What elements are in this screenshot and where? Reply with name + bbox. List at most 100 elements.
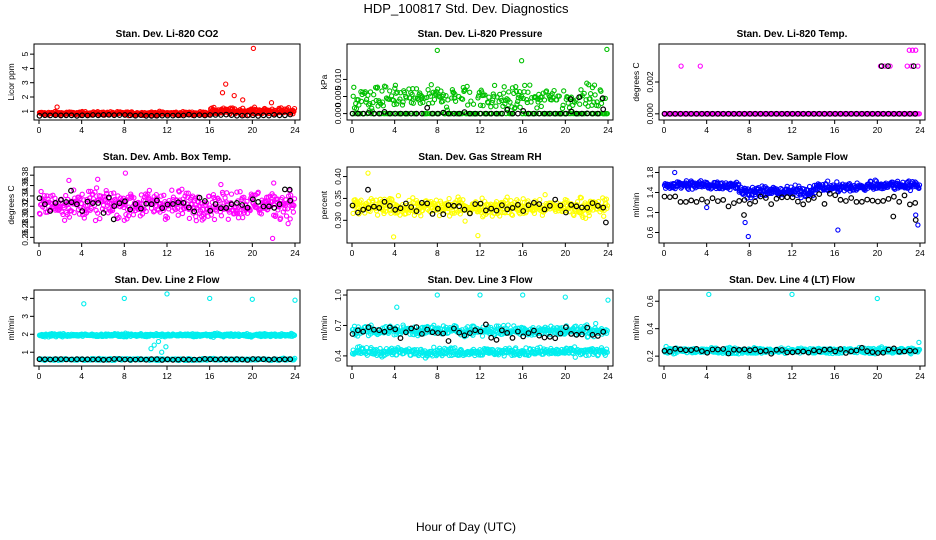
data-point [235,215,242,221]
data-point [392,82,399,88]
data-point [258,211,265,217]
data-point [282,206,288,212]
x-tick-label: 24 [290,248,300,258]
y-tick-label: 0.4 [645,323,655,335]
data-point [424,104,431,111]
data-point [397,96,403,102]
data-point [196,194,203,201]
data-point [271,111,278,118]
data-point [465,102,471,108]
data-point [405,110,411,117]
data-point [580,214,586,220]
data-point [672,110,679,117]
x-tick-label: 20 [248,125,258,135]
data-point [175,212,181,218]
y-tick-label: 1.4 [645,186,655,198]
y-tick-label: 0.40 [333,168,343,185]
data-point [164,291,170,297]
data-point [806,183,813,190]
data-point [434,47,440,54]
data-point [370,198,376,204]
y-tick-label: 0.7 [333,319,343,331]
data-point [800,201,807,208]
data-point [564,197,570,204]
data-point [79,191,85,197]
data-point [111,190,117,196]
data-point [420,99,426,106]
y-axis-label: kPa [319,74,329,89]
data-point [477,328,484,335]
data-point [365,205,372,212]
x-tick-label: 0 [662,125,667,135]
x-tick-label: 12 [162,371,172,381]
data-point [456,110,463,117]
x-tick-label: 20 [248,248,258,258]
x-tick-label: 12 [787,125,797,135]
data-point [475,232,481,239]
data-point [376,204,383,211]
data-point [89,356,96,363]
data-point [504,330,511,336]
data-point [223,204,230,211]
data-point [225,216,231,222]
data-point [148,201,155,208]
data-point [500,90,507,96]
data-point [390,234,397,240]
data-point [379,88,385,94]
data-point [551,87,557,94]
data-point [191,356,198,363]
data-point [239,202,246,208]
data-point [84,112,91,119]
data-point [604,46,610,53]
data-point [233,112,240,119]
data-point [143,208,149,215]
data-point [240,97,246,103]
data-point [191,112,198,119]
data-point [579,110,585,117]
data-point [499,202,505,209]
panel-title: Stan. Dev. Gas Stream RH [418,152,541,163]
data-point [515,199,522,205]
x-tick-label: 8 [122,371,127,381]
data-point [116,356,123,363]
data-point [132,112,139,119]
data-point [73,356,80,363]
data-point [768,110,775,117]
data-point [255,356,262,363]
data-point [376,327,383,334]
data-point [518,58,525,64]
data-point [369,105,375,111]
x-tick-label: 4 [79,125,84,135]
data-point [589,200,596,207]
data-point [390,110,396,117]
data-point [880,110,887,117]
data-point [249,196,256,203]
data-point [472,110,479,117]
data-point [231,92,237,99]
data-point [604,203,611,209]
data-point [909,47,916,53]
data-point [408,110,415,117]
data-point [560,102,566,108]
data-point [493,207,500,214]
data-point [482,92,488,98]
data-point [397,212,403,218]
x-tick-label: 24 [290,125,300,135]
data-point [374,84,381,90]
data-point [795,110,801,117]
data-point [567,96,574,103]
data-point [688,110,695,117]
data-point [250,45,257,52]
data-point [541,110,548,117]
data-point [413,110,420,117]
data-point [604,349,610,355]
panel-title: Stan. Dev. Line 3 Flow [428,275,533,286]
data-point [211,216,218,223]
y-tick-label: 0.38 [20,167,30,184]
data-point [105,356,112,363]
x-tick-label: 20 [561,248,571,258]
data-point [148,356,155,363]
data-point [175,199,182,206]
data-point [445,338,452,344]
